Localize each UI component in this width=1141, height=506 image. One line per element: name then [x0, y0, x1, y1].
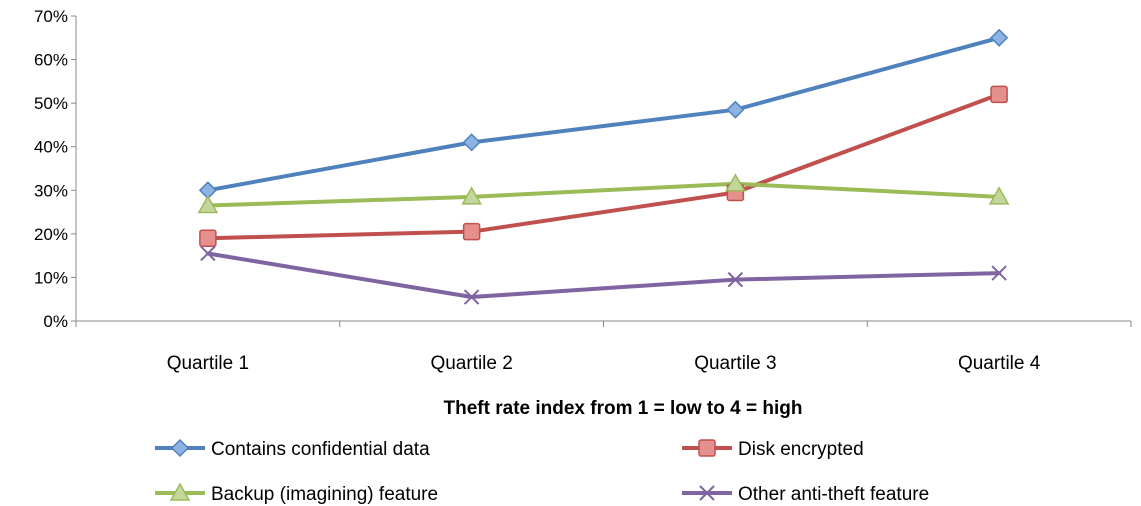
data-point-0-1: [462, 133, 481, 152]
legend-item-0: Contains confidential data: [155, 438, 430, 460]
legend-marker: [170, 438, 190, 458]
axes: [71, 15, 1132, 327]
series-line-0: [205, 35, 1002, 193]
legend: Contains confidential data Disk encrypted…: [155, 438, 929, 505]
legend-marker: [169, 482, 191, 501]
y-tick-label: 50%: [34, 94, 68, 113]
series-markers: [197, 28, 1010, 305]
x-tick-labels: Quartile 1 Quartile 2 Quartile 3 Quartile 4: [167, 353, 1041, 374]
data-point-1-0: [199, 229, 217, 247]
y-tick-label: 0%: [43, 312, 68, 331]
data-point-3-1: [463, 289, 480, 305]
data-point-2-2: [725, 173, 746, 192]
x-axis-title: Theft rate index from 1 = low to 4 = hig…: [444, 398, 803, 419]
legend-item-1: Disk encrypted: [682, 439, 864, 460]
legend-item-3: Other anti-theft feature: [682, 484, 929, 505]
x-tick-label: Quartile 3: [694, 353, 776, 374]
legend-label: Contains confidential data: [211, 439, 430, 460]
legend-label: Backup (imagining) feature: [211, 484, 438, 505]
series-lines: [205, 35, 1002, 300]
legend-label: Disk encrypted: [738, 439, 864, 460]
y-tick-labels: 0% 10% 20% 30% 40% 50% 60% 70%: [34, 7, 68, 331]
data-point-2-1: [461, 186, 482, 205]
y-tick-label: 10%: [34, 268, 68, 287]
y-tick-label: 40%: [34, 138, 68, 157]
data-point-3-0: [200, 245, 216, 262]
data-point-2-0: [197, 195, 219, 214]
y-tick-label: 70%: [34, 7, 68, 26]
y-tick-label: 60%: [34, 51, 68, 70]
y-tick-label: 20%: [34, 225, 68, 244]
legend-label: Other anti-theft feature: [738, 484, 929, 505]
legend-item-2: Backup (imagining) feature: [155, 482, 438, 505]
data-point-2-3: [988, 186, 1010, 205]
series-line-3: [205, 251, 1002, 300]
x-tick-label: Quartile 1: [167, 353, 249, 374]
x-tick-label: Quartile 2: [430, 353, 512, 374]
series-line-1: [205, 92, 1002, 241]
data-point-1-3: [990, 85, 1008, 104]
data-point-3-3: [991, 265, 1007, 281]
legend-marker: [699, 485, 715, 501]
series-line-2: [205, 181, 1002, 208]
y-tick-label: 30%: [34, 181, 68, 200]
data-point-0-3: [990, 28, 1009, 47]
data-point-0-2: [726, 100, 745, 119]
data-point-3-2: [727, 271, 744, 288]
x-tick-label: Quartile 4: [958, 353, 1041, 374]
data-point-1-1: [462, 222, 481, 241]
legend-marker: [698, 439, 716, 457]
